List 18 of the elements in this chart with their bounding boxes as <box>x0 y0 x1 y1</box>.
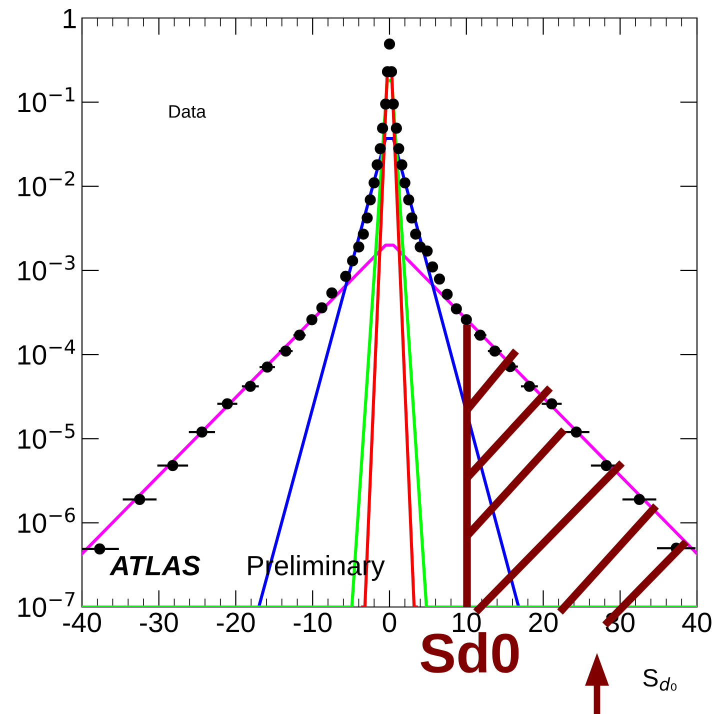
x-tick-label: -20 <box>216 612 255 632</box>
y-tick-label: 1 <box>64 8 76 28</box>
y-tick-label: 10$^{−6}$ <box>18 508 75 533</box>
x-tick-label: 10 <box>453 612 481 632</box>
y-tick-label: 10$^{−3}$ <box>18 255 75 281</box>
x-axis-title: S$_{d₀}$ <box>643 668 677 691</box>
x-tick-label: 20 <box>529 612 558 632</box>
x-tick-label: 0 <box>382 612 396 632</box>
annotation: ATLAS <box>109 556 200 576</box>
y-tick-label: 10$^{−2}$ <box>18 171 74 196</box>
y-tick-label: 10$^{−4}$ <box>18 340 76 365</box>
annotation: Data <box>169 105 206 118</box>
y-tick-label: 10$^{−1}$ <box>18 87 74 112</box>
text: Sd0 <box>420 632 519 673</box>
y-tick-label: 10$^{−5}$ <box>18 424 74 449</box>
x-tick-label: -30 <box>140 612 178 632</box>
x-tick-label: 40 <box>682 612 712 632</box>
x-tick-label: -10 <box>294 612 332 632</box>
